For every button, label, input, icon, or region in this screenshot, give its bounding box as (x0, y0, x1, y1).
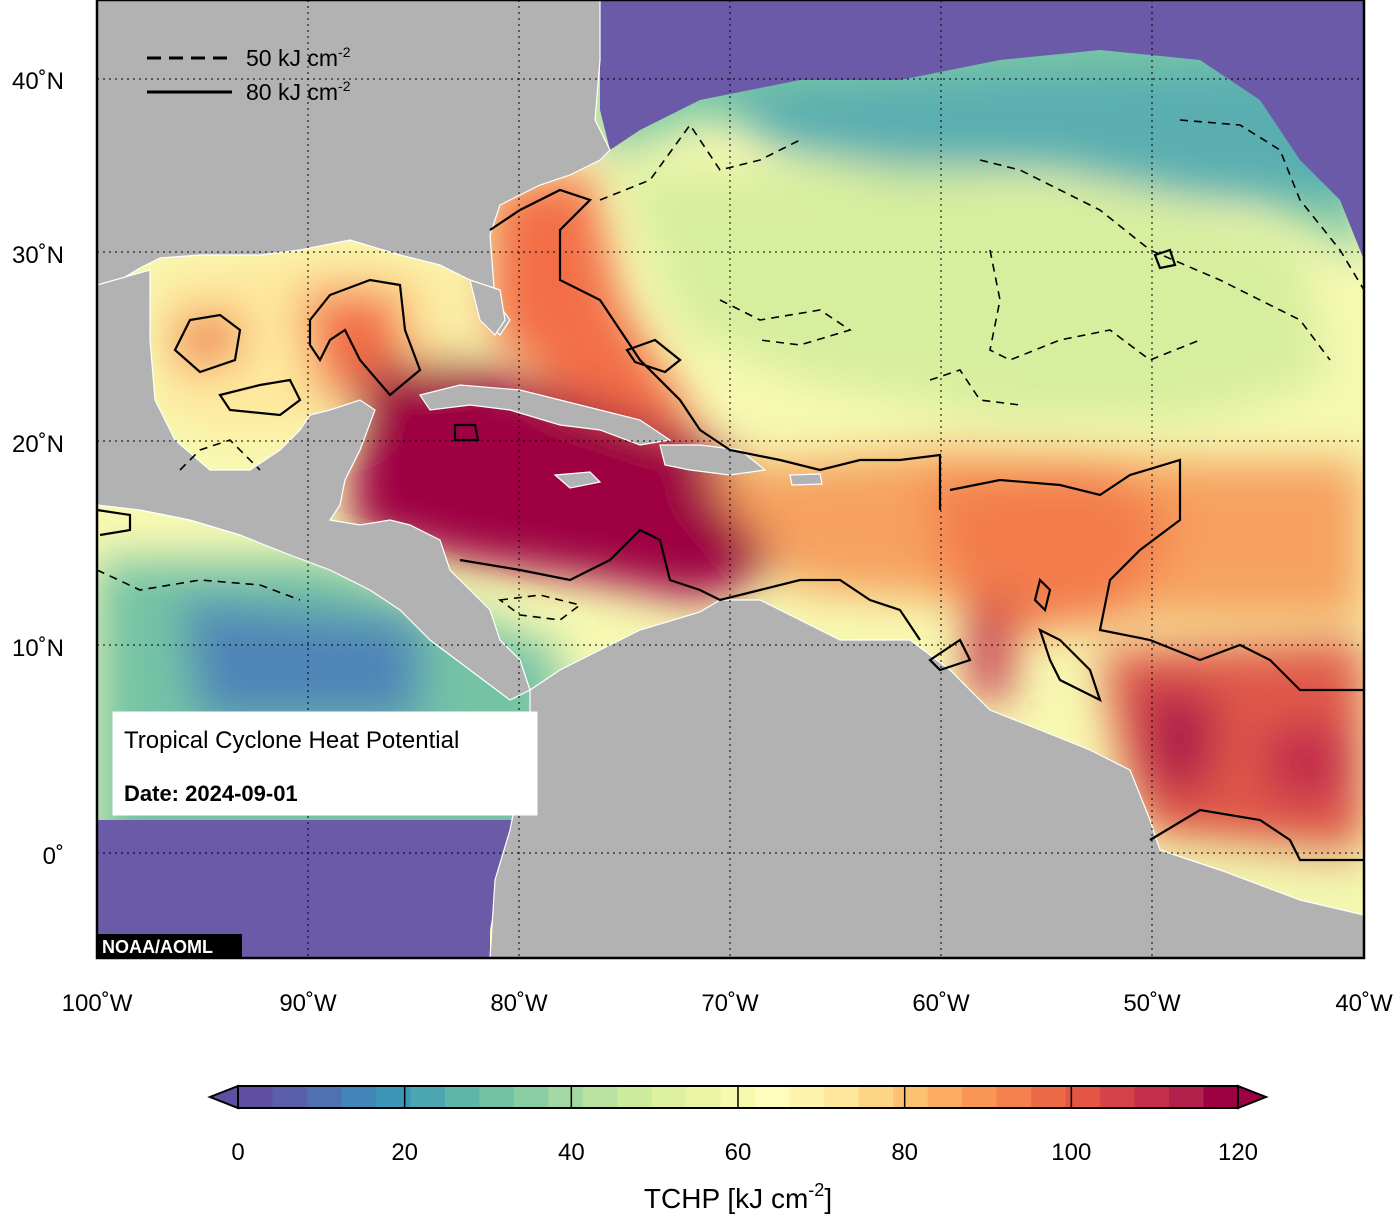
map-title: Tropical Cyclone Heat Potential (124, 727, 459, 754)
colorbar-cell (410, 1086, 446, 1108)
contour-50 (97, 119, 1364, 621)
colorbar-cell (582, 1086, 618, 1108)
colorbar-label: TCHP [kJ cm-2] (644, 1180, 832, 1214)
colorbar-ticks: 0 20 40 60 80 100 120 (231, 1086, 1258, 1166)
legend-solid-label: 80 kJ cm-2 (246, 78, 351, 105)
colorbar-tick-label: 0 (231, 1139, 244, 1166)
colorbar-cell (962, 1086, 998, 1108)
colorbar-cell (1134, 1086, 1170, 1108)
colorbar-max-arrow (1237, 1084, 1269, 1110)
colorbar-cell (306, 1086, 343, 1108)
colorbar-cell (444, 1086, 480, 1108)
legend-dashed-label: 50 kJ cm-2 (246, 44, 351, 71)
colorbar-cell (1203, 1086, 1239, 1108)
colorbar-cell (755, 1086, 791, 1108)
colorbar-cell (479, 1086, 515, 1108)
colorbar-cell (893, 1086, 929, 1108)
colorbar-cell (686, 1086, 722, 1108)
credit-badge: NOAA/AOML (97, 934, 242, 958)
colorbar-tick-label: 120 (1218, 1139, 1258, 1166)
colorbar-tick-label: 40 (558, 1139, 585, 1166)
colorbar-cell (341, 1086, 377, 1108)
colorbar: 0 20 40 60 80 100 120 TCHP [kJ cm-2] (207, 1084, 1269, 1214)
colorbar-cell (1169, 1086, 1205, 1108)
colorbar-cell (789, 1086, 825, 1108)
lat-tick-20n: 20˚N (12, 431, 64, 458)
lon-tick-90w: 90˚W (279, 990, 337, 1017)
lat-tick-labels: 40˚N 30˚N 20˚N 10˚N 0˚ (12, 68, 64, 870)
contour-80 (97, 188, 1364, 862)
lon-tick-40w: 40˚W (1335, 990, 1393, 1017)
lat-tick-0: 0˚ (43, 843, 64, 870)
lon-tick-70w: 70˚W (701, 990, 759, 1017)
lon-tick-100w: 100˚W (62, 990, 133, 1017)
map-frame (95, 0, 1366, 960)
colorbar-tick-label: 80 (891, 1139, 918, 1166)
colorbar-cell (927, 1086, 963, 1108)
colorbar-cell (238, 1086, 274, 1108)
contour-legend: 50 kJ cm-2 80 kJ cm-2 (147, 44, 351, 105)
lat-tick-30n: 30˚N (12, 242, 64, 269)
lon-tick-50w: 50˚W (1123, 990, 1181, 1017)
colorbar-cell (858, 1086, 894, 1108)
lat-tick-40n: 40˚N (12, 68, 64, 95)
colorbar-cell (617, 1086, 653, 1108)
colorbar-cell (1065, 1086, 1101, 1108)
colorbar-cell (272, 1086, 308, 1108)
lat-tick-10n: 10˚N (12, 635, 64, 662)
map-date: Date: 2024-09-01 (124, 781, 298, 806)
colorbar-cell (513, 1086, 549, 1108)
colorbar-cell (548, 1086, 584, 1108)
colorbar-cell (651, 1086, 687, 1108)
colorbar-tick-label: 60 (725, 1139, 752, 1166)
colorbar-cell (375, 1086, 412, 1108)
lon-tick-labels: 100˚W 90˚W 80˚W 70˚W 60˚W 50˚W 40˚W (62, 990, 1393, 1017)
colorbar-cell (824, 1086, 860, 1108)
colorbar-tick-label: 20 (391, 1139, 418, 1166)
colorbar-cells (238, 1086, 1239, 1108)
info-box: Tropical Cyclone Heat Potential Date: 20… (112, 711, 538, 816)
colorbar-cell (996, 1086, 1032, 1108)
lon-tick-80w: 80˚W (490, 990, 548, 1017)
colorbar-cell (1100, 1086, 1136, 1108)
colorbar-tick-label: 100 (1051, 1139, 1091, 1166)
colorbar-cell (1031, 1086, 1067, 1108)
lon-tick-60w: 60˚W (912, 990, 970, 1017)
deep-ocean-north (600, 0, 1364, 260)
credit-text: NOAA/AOML (102, 937, 213, 957)
colorbar-min-arrow (207, 1084, 239, 1110)
